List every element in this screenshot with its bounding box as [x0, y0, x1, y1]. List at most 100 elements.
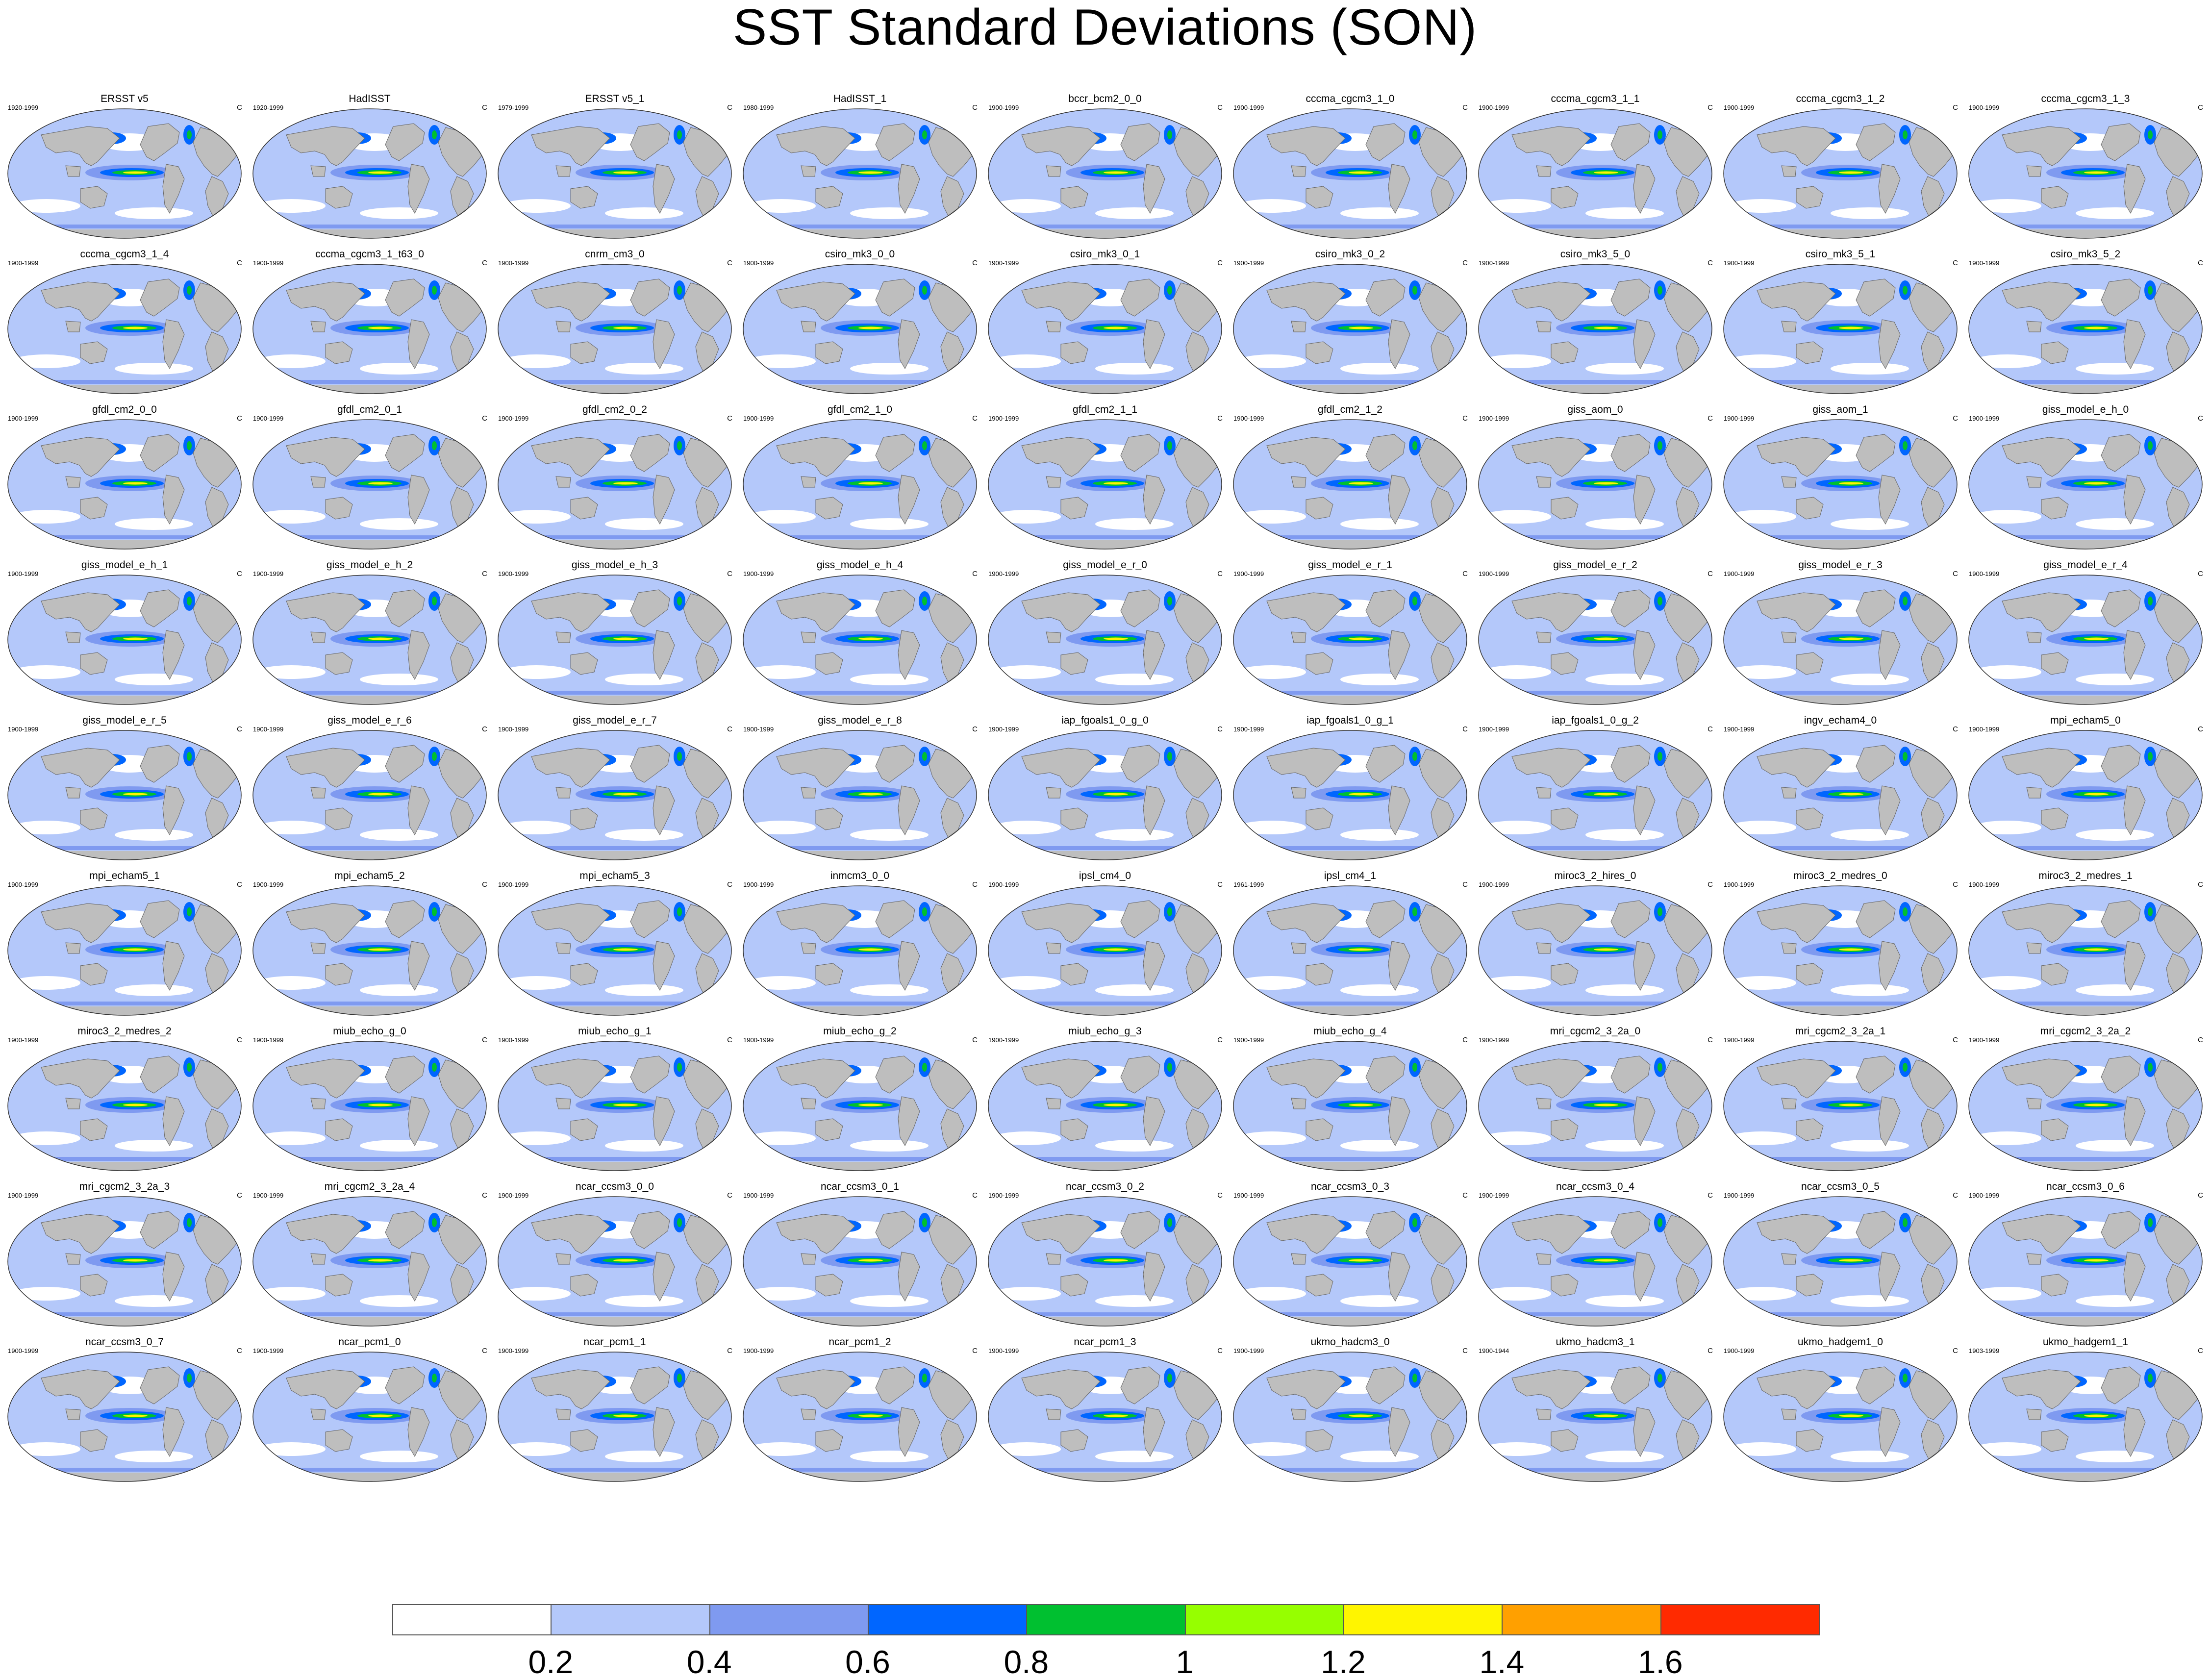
panel-title: miub_echo_g_2: [823, 1026, 897, 1037]
panel-period: 1900-1999: [253, 1036, 284, 1044]
panel-period: 1900-1999: [498, 570, 529, 577]
colorbar-swatch: [1184, 1604, 1344, 1635]
panel-units: C: [727, 725, 732, 733]
panel-title: cccma_cgcm3_1_4: [80, 249, 169, 260]
panel-title: ERSST v5_1: [585, 93, 645, 104]
map-panel: miub_echo_g_0 1900-1999 C: [247, 1016, 492, 1174]
panel-units: C: [482, 570, 487, 578]
panel-period: 1900-1999: [1233, 104, 1264, 111]
panel-units: C: [1708, 1036, 1713, 1044]
panel-units: C: [237, 1347, 242, 1355]
sst-map: [1723, 730, 1958, 860]
panel-title: iap_fgoals1_0_g_1: [1306, 715, 1394, 726]
panel-period: 1900-1999: [498, 881, 529, 888]
panel-units: C: [482, 725, 487, 733]
panel-units: C: [1953, 1191, 1958, 1200]
map-panel: gfdl_cm2_1_2 1900-1999 C: [1228, 394, 1473, 552]
panel-period: 1980-1999: [743, 104, 774, 111]
panel-units: C: [1953, 259, 1958, 267]
panel-title: mri_cgcm2_3_2a_2: [2040, 1026, 2131, 1037]
sst-map: [1478, 1041, 1712, 1171]
panel-period: 1900-1999: [1479, 570, 1509, 577]
panel-title: ipsl_cm4_1: [1324, 870, 1377, 881]
panel-title: giss_model_e_h_3: [571, 559, 658, 571]
map-panel: cccma_cgcm3_1_3 1900-1999 C: [1963, 83, 2208, 241]
panel-units: C: [2198, 1347, 2203, 1355]
sst-map: [7, 1352, 242, 1482]
panel-title: ukmo_hadcm3_0: [1310, 1336, 1390, 1348]
panel-title: csiro_mk3_0_0: [825, 249, 895, 260]
panel-period: 1900-1999: [498, 1192, 529, 1199]
panel-period: 1900-1999: [8, 1036, 39, 1044]
panel-period: 1900-1999: [988, 881, 1019, 888]
panel-period: 1900-1999: [1233, 1347, 1264, 1354]
panel-units: C: [1708, 725, 1713, 733]
panel-title: gfdl_cm2_1_2: [1318, 404, 1382, 415]
sst-map: [498, 730, 732, 860]
panel-title: ncar_ccsm3_0_7: [85, 1336, 164, 1348]
map-panel: giss_model_e_h_0 1900-1999 C: [1963, 394, 2208, 552]
panel-period: 1900-1999: [743, 1192, 774, 1199]
panel-period: 1900-1999: [253, 1347, 284, 1354]
map-panel: giss_model_e_r_0 1900-1999 C: [982, 550, 1228, 707]
map-panel: ncar_ccsm3_0_5 1900-1999 C: [1718, 1171, 1963, 1329]
panel-units: C: [482, 103, 487, 112]
panel-period: 1900-1999: [1233, 570, 1264, 577]
sst-map: [1233, 1352, 1467, 1482]
panel-units: C: [1462, 880, 1468, 889]
panel-period: 1903-1999: [1969, 1347, 2000, 1354]
sst-map: [988, 108, 1222, 239]
panel-period: 1900-1999: [1724, 415, 1755, 422]
panel-units: C: [237, 414, 242, 423]
map-panel: iap_fgoals1_0_g_1 1900-1999 C: [1228, 705, 1473, 863]
panel-units: C: [1953, 570, 1958, 578]
panel-units: C: [972, 570, 978, 578]
panel-title: csiro_mk3_0_1: [1070, 249, 1140, 260]
map-panel: miroc3_2_hires_0 1900-1999 C: [1473, 860, 1718, 1018]
panel-period: 1900-1999: [988, 259, 1019, 267]
map-panel: gfdl_cm2_0_1 1900-1999 C: [247, 394, 492, 552]
panel-title: ncar_pcm1_0: [338, 1336, 401, 1348]
panel-units: C: [1217, 570, 1223, 578]
map-panel: ncar_pcm1_3 1900-1999 C: [982, 1327, 1228, 1484]
panel-units: C: [972, 414, 978, 423]
panel-period: 1900-1999: [1479, 726, 1509, 733]
panel-title: giss_aom_1: [1812, 404, 1868, 415]
panel-period: 1961-1999: [1233, 881, 1264, 888]
sst-map: [743, 264, 977, 394]
panel-period: 1900-1999: [988, 1192, 1019, 1199]
panel-period: 1900-1944: [1479, 1347, 1509, 1354]
panel-title: miroc3_2_medres_1: [2038, 870, 2133, 881]
panel-period: 1900-1999: [743, 259, 774, 267]
map-panel: cccma_cgcm3_1_2 1900-1999 C: [1718, 83, 1963, 241]
panel-period: 1900-1999: [498, 726, 529, 733]
sst-map: [7, 1196, 242, 1327]
map-panel: gfdl_cm2_1_1 1900-1999 C: [982, 394, 1228, 552]
map-panel: giss_model_e_h_4 1900-1999 C: [737, 550, 982, 707]
sst-map: [252, 264, 487, 394]
panel-title: giss_model_e_h_2: [326, 559, 413, 571]
panel-title: miroc3_2_medres_2: [77, 1026, 172, 1037]
panel-units: C: [1708, 880, 1713, 889]
sst-map: [1233, 575, 1467, 705]
panel-units: C: [1462, 570, 1468, 578]
panel-units: C: [1217, 103, 1223, 112]
panel-title: iap_fgoals1_0_g_2: [1552, 715, 1639, 726]
map-panel: gfdl_cm2_0_0 1900-1999 C: [2, 394, 247, 552]
panel-title: miub_echo_g_0: [333, 1026, 406, 1037]
panel-title: bccr_bcm2_0_0: [1068, 93, 1142, 104]
panel-title: mpi_echam5_3: [579, 870, 650, 881]
sst-map: [252, 419, 487, 550]
panel-title: gfdl_cm2_1_0: [828, 404, 892, 415]
panel-units: C: [2198, 1191, 2203, 1200]
panel-units: C: [482, 880, 487, 889]
panel-period: 1979-1999: [498, 104, 529, 111]
sst-map: [1723, 1352, 1958, 1482]
map-panel: csiro_mk3_0_2 1900-1999 C: [1228, 239, 1473, 397]
panel-title: ncar_ccsm3_0_1: [821, 1181, 899, 1192]
sst-map: [1478, 108, 1712, 239]
panel-units: C: [237, 1036, 242, 1044]
sst-map: [1233, 108, 1467, 239]
sst-map: [743, 419, 977, 550]
sst-map: [1723, 264, 1958, 394]
